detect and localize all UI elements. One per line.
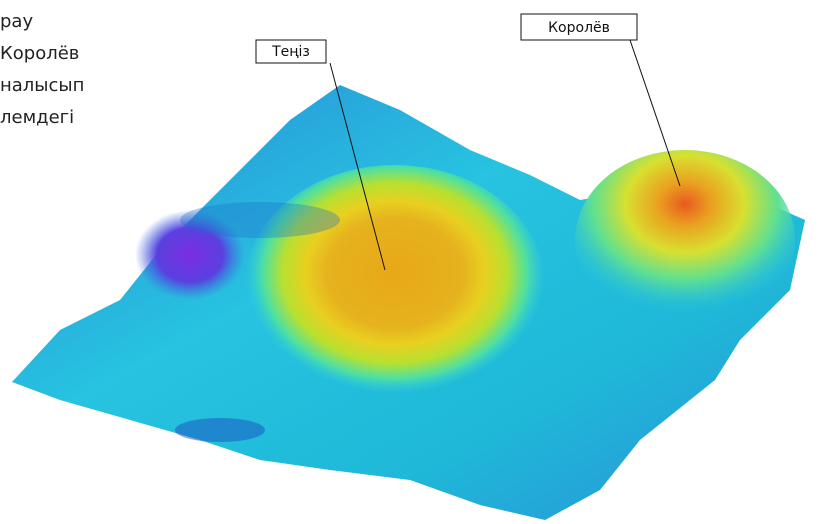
text-line: налысып — [0, 75, 85, 96]
label: Королёв — [548, 20, 610, 36]
leader-line — [329, 62, 386, 271]
ridge-shadow — [180, 202, 340, 238]
peak — [575, 150, 795, 330]
label-box — [520, 13, 638, 41]
valley — [135, 210, 245, 300]
text-line: Королёв — [0, 43, 80, 64]
leader-line — [629, 39, 681, 187]
text-line: рау — [0, 11, 34, 32]
plateau — [245, 165, 545, 405]
dark-hollow — [175, 418, 265, 442]
label: Теңіз — [271, 44, 310, 60]
label-box — [255, 39, 327, 64]
text-line: лемдегі — [0, 107, 75, 128]
side-text: рау Королёв налысып лемдегі — [0, 6, 84, 134]
